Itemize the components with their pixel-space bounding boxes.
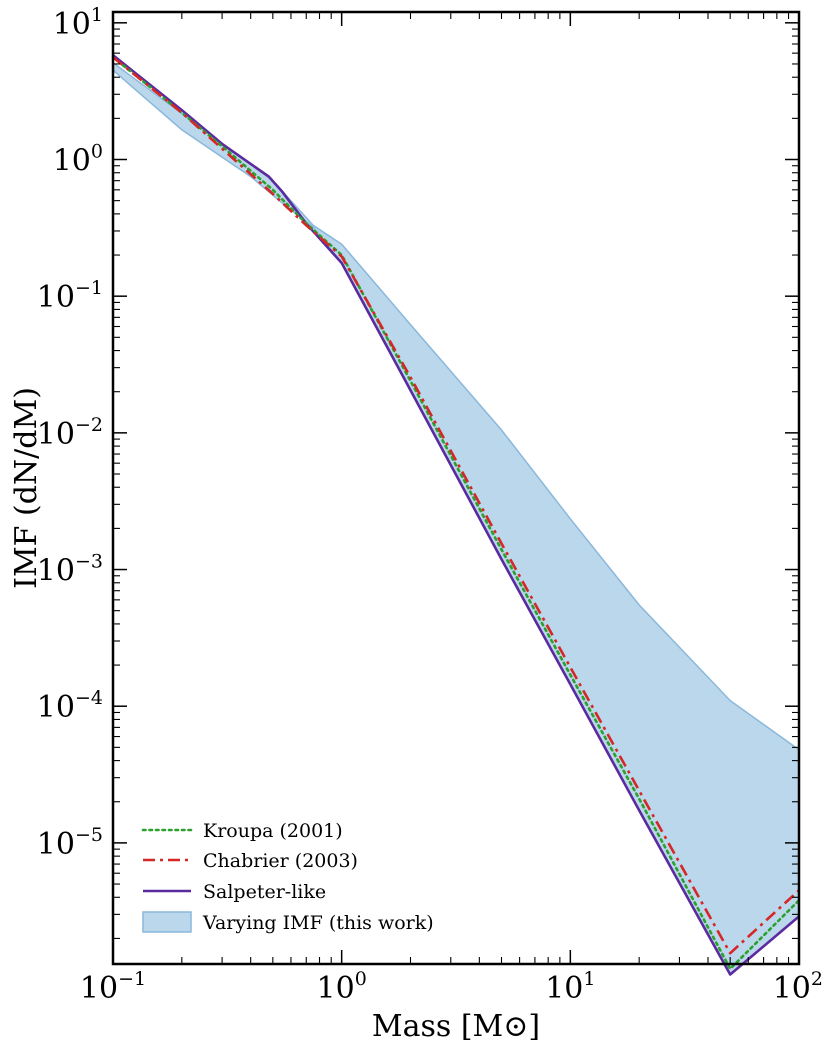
x-tick-label: 101 <box>545 968 595 1006</box>
y-tick-labels: 101 100 10−1 10−2 10−3 10−4 10−5 <box>37 4 103 862</box>
series-line-kroupa-2001 <box>111 55 801 971</box>
legend-label: Salpeter-like <box>203 881 326 903</box>
y-tick-label: 10−4 <box>37 687 103 725</box>
series-line-chabrier-2003 <box>112 56 800 955</box>
y-tick-label: 10−3 <box>37 551 103 589</box>
x-axis-label: Mass [M⊙] <box>372 1009 540 1044</box>
series-line-salpeter-like <box>112 54 800 976</box>
legend-label: Varying IMF (this work) <box>202 912 434 934</box>
y-tick-label: 10−5 <box>37 824 103 862</box>
x-tick-label: 102 <box>773 968 823 1006</box>
y-tick-label: 10−1 <box>37 277 103 315</box>
legend-label: Kroupa (2001) <box>203 820 343 842</box>
legend-entry: Chabrier (2003) <box>143 850 358 872</box>
legend-entry: Salpeter-like <box>143 881 326 903</box>
legend-entry: Kroupa (2001) <box>141 820 343 842</box>
x-tick-labels: 10−1 100 101 102 <box>80 968 823 1006</box>
legend-swatch-band <box>142 911 192 933</box>
x-tick-label: 10−1 <box>80 968 146 1006</box>
y-tick-label: 101 <box>53 4 103 42</box>
y-tick-label: 100 <box>53 141 103 179</box>
y-tick-label: 10−2 <box>37 414 103 452</box>
legend: Kroupa (2001) Chabrier (2003) Salpeter-lik… <box>141 820 434 934</box>
legend-entry: Varying IMF (this work) <box>142 911 434 934</box>
series-layer <box>111 54 801 976</box>
legend-label: Chabrier (2003) <box>203 850 358 872</box>
plot-frame <box>111 10 801 966</box>
y-axis-label: IMF (dN/dM) <box>9 387 44 589</box>
x-tick-label: 100 <box>317 968 367 1006</box>
